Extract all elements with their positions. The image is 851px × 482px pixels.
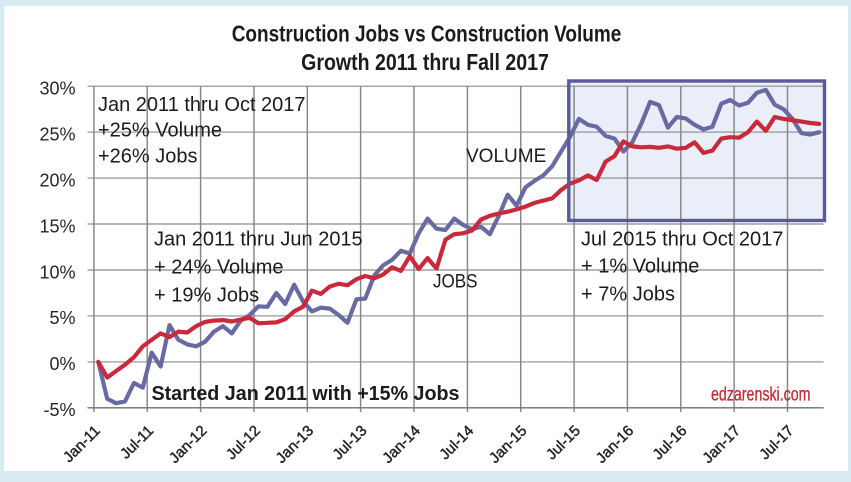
svg-text:-5%: -5% (43, 400, 75, 420)
svg-text:30%: 30% (39, 79, 75, 99)
svg-text:+ 19% Jobs: + 19% Jobs (154, 285, 259, 307)
svg-text:Growth 2011 thru Fall 2017: Growth 2011 thru Fall 2017 (301, 49, 549, 75)
svg-text:JOBS: JOBS (433, 272, 478, 293)
svg-text:+ 24% Volume: + 24% Volume (154, 257, 284, 279)
svg-text:+ 1% Volume: + 1% Volume (581, 256, 699, 278)
svg-text:25%: 25% (39, 124, 75, 144)
svg-text:0%: 0% (49, 354, 75, 374)
svg-text:+26% Jobs: +26% Jobs (98, 146, 198, 168)
svg-text:Jan 2011 thru Oct 2017: Jan 2011 thru Oct 2017 (98, 94, 306, 116)
svg-text:15%: 15% (39, 216, 75, 236)
svg-text:+25% Volume: +25% Volume (98, 120, 222, 142)
svg-text:20%: 20% (39, 170, 75, 190)
svg-text:Construction Jobs vs Construct: Construction Jobs vs Construction Volume (232, 21, 622, 47)
svg-text:edzarenski.com: edzarenski.com (711, 384, 811, 405)
svg-text:Jan 2011 thru Jun 2015: Jan 2011 thru Jun 2015 (154, 229, 363, 251)
svg-text:Started Jan 2011 with +15% Job: Started Jan 2011 with +15% Jobs (152, 383, 460, 405)
svg-text:+ 7% Jobs: + 7% Jobs (581, 284, 675, 306)
svg-text:Jul 2015 thru Oct 2017: Jul 2015 thru Oct 2017 (581, 229, 783, 251)
svg-text:10%: 10% (39, 262, 75, 282)
svg-text:5%: 5% (49, 308, 75, 328)
svg-text:VOLUME: VOLUME (466, 146, 546, 167)
